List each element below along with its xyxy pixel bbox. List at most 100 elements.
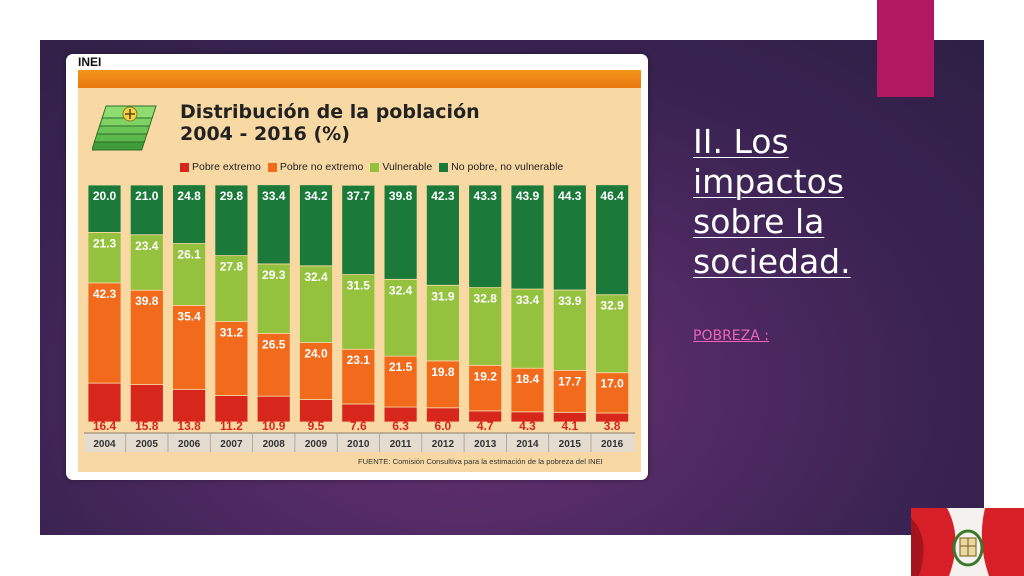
x-tick-label: 2006 <box>178 439 201 450</box>
chart-legend: Pobre extremo Pobre no extremo Vulnerable N… <box>180 160 570 174</box>
bar-segment <box>256 395 291 423</box>
legend-item: Pobre extremo <box>180 161 261 173</box>
data-label: 35.4 <box>177 309 201 323</box>
data-label: 3.8 <box>604 419 621 433</box>
bar-segment <box>172 304 206 390</box>
data-label: 29.8 <box>220 189 244 203</box>
data-label: 46.4 <box>600 189 624 203</box>
bar-segment <box>468 184 503 289</box>
legend-label: Pobre extremo <box>192 161 261 173</box>
legend-swatch <box>370 162 380 172</box>
data-label: 43.9 <box>516 189 540 203</box>
data-label: 4.1 <box>561 419 578 433</box>
bar-segment <box>299 342 333 400</box>
data-label: 21.3 <box>93 236 117 250</box>
bar-segment <box>341 184 376 275</box>
chart-svg: 16.4 42.3 21.3 20.0 2004 15.8 39.8 23.4 21.0 2005… <box>84 184 635 452</box>
data-label: 26.1 <box>177 248 201 262</box>
bar-segment <box>468 287 503 366</box>
data-label: 33.9 <box>558 294 582 308</box>
x-tick-label: 2012 <box>432 439 455 450</box>
peru-flag-icon <box>911 508 1024 576</box>
legend-item: Pobre no extremo <box>267 161 364 173</box>
bar-segment <box>87 382 122 423</box>
bar-segment <box>552 369 587 413</box>
x-tick-label: 2010 <box>347 439 370 450</box>
bar-segment <box>425 360 460 409</box>
legend-item: Vulnerable <box>370 161 432 173</box>
x-tick-label: 2014 <box>516 439 539 450</box>
x-tick-label: 2007 <box>220 439 243 450</box>
bar-segment <box>552 184 587 291</box>
slide-title: II. Los impactos sobre la sociedad. <box>693 122 851 281</box>
slide-subtitle-link[interactable]: POBREZA : <box>693 328 769 344</box>
data-label: 24.8 <box>177 189 201 203</box>
bar-segment <box>510 288 545 369</box>
x-tick-label: 2009 <box>305 439 328 450</box>
x-tick-label: 2008 <box>263 439 286 450</box>
data-label: 4.3 <box>519 419 536 433</box>
bar-segment <box>510 184 545 290</box>
data-label: 17.0 <box>600 377 624 391</box>
bar-segment <box>214 184 249 257</box>
chart-title: Distribución de la población 2004 - 2016… <box>180 101 480 145</box>
data-label: 19.2 <box>474 369 498 383</box>
bar-segment <box>552 289 587 371</box>
bar-segment <box>383 355 418 408</box>
data-label: 31.9 <box>431 289 455 303</box>
data-label: 10.9 <box>262 419 286 433</box>
bar-segment <box>383 184 418 280</box>
data-label: 16.4 <box>93 419 117 433</box>
legend-swatch <box>267 162 277 172</box>
bar-segment <box>341 348 376 405</box>
data-label: 21.0 <box>135 189 159 203</box>
chart-plot: 16.4 42.3 21.3 20.0 2004 15.8 39.8 23.4 21.0 2005… <box>78 176 641 472</box>
data-label: 18.4 <box>516 372 540 386</box>
data-label: 13.8 <box>177 419 201 433</box>
bar-segment <box>129 289 164 385</box>
data-label: 32.4 <box>304 270 328 284</box>
data-label: 32.8 <box>474 292 498 306</box>
x-tick-label: 2015 <box>559 439 582 450</box>
bar-segment <box>595 294 629 374</box>
x-axis-strip <box>84 433 635 452</box>
data-label: 9.5 <box>308 419 325 433</box>
chart-title-line-2: 2004 - 2016 (%) <box>180 123 350 145</box>
bar-segment <box>256 184 291 265</box>
data-label: 27.8 <box>220 260 244 274</box>
data-label: 17.7 <box>558 374 582 388</box>
bar-segment <box>214 255 249 322</box>
legend-label: Pobre no extremo <box>279 161 364 173</box>
bar-segment <box>595 184 629 296</box>
data-label: 39.8 <box>389 189 413 203</box>
data-label: 32.9 <box>600 299 624 313</box>
data-label: 6.0 <box>435 419 452 433</box>
x-tick-label: 2016 <box>601 439 624 450</box>
x-tick-label: 2005 <box>136 439 159 450</box>
money-stack-icon <box>91 100 164 162</box>
legend-label: No pobre, no vulnerable <box>451 161 564 173</box>
bar-segment <box>425 284 460 362</box>
bar-segment <box>595 372 629 414</box>
x-tick-label: 2011 <box>390 439 412 450</box>
data-label: 37.7 <box>347 189 371 203</box>
bar-segment <box>129 234 164 291</box>
bar-segment <box>256 332 291 397</box>
data-label: 26.5 <box>262 337 286 351</box>
data-label: 34.2 <box>304 189 328 203</box>
bar-segment <box>172 184 206 244</box>
chart-title-line-1: Distribución de la población <box>180 101 480 123</box>
legend-item: No pobre, no vulnerable <box>439 161 563 173</box>
data-label: 23.4 <box>135 239 159 253</box>
bar-segment <box>87 184 122 233</box>
bar-segment <box>256 263 291 334</box>
bar-segment <box>468 364 503 412</box>
data-label: 44.3 <box>558 189 582 203</box>
data-label: 23.1 <box>347 353 371 367</box>
data-label: 20.0 <box>93 189 117 203</box>
data-label: 21.5 <box>389 360 413 374</box>
data-label: 33.4 <box>262 189 286 203</box>
bar-segment <box>172 388 206 423</box>
bar-segment <box>299 265 333 344</box>
bar-segment <box>214 321 249 396</box>
